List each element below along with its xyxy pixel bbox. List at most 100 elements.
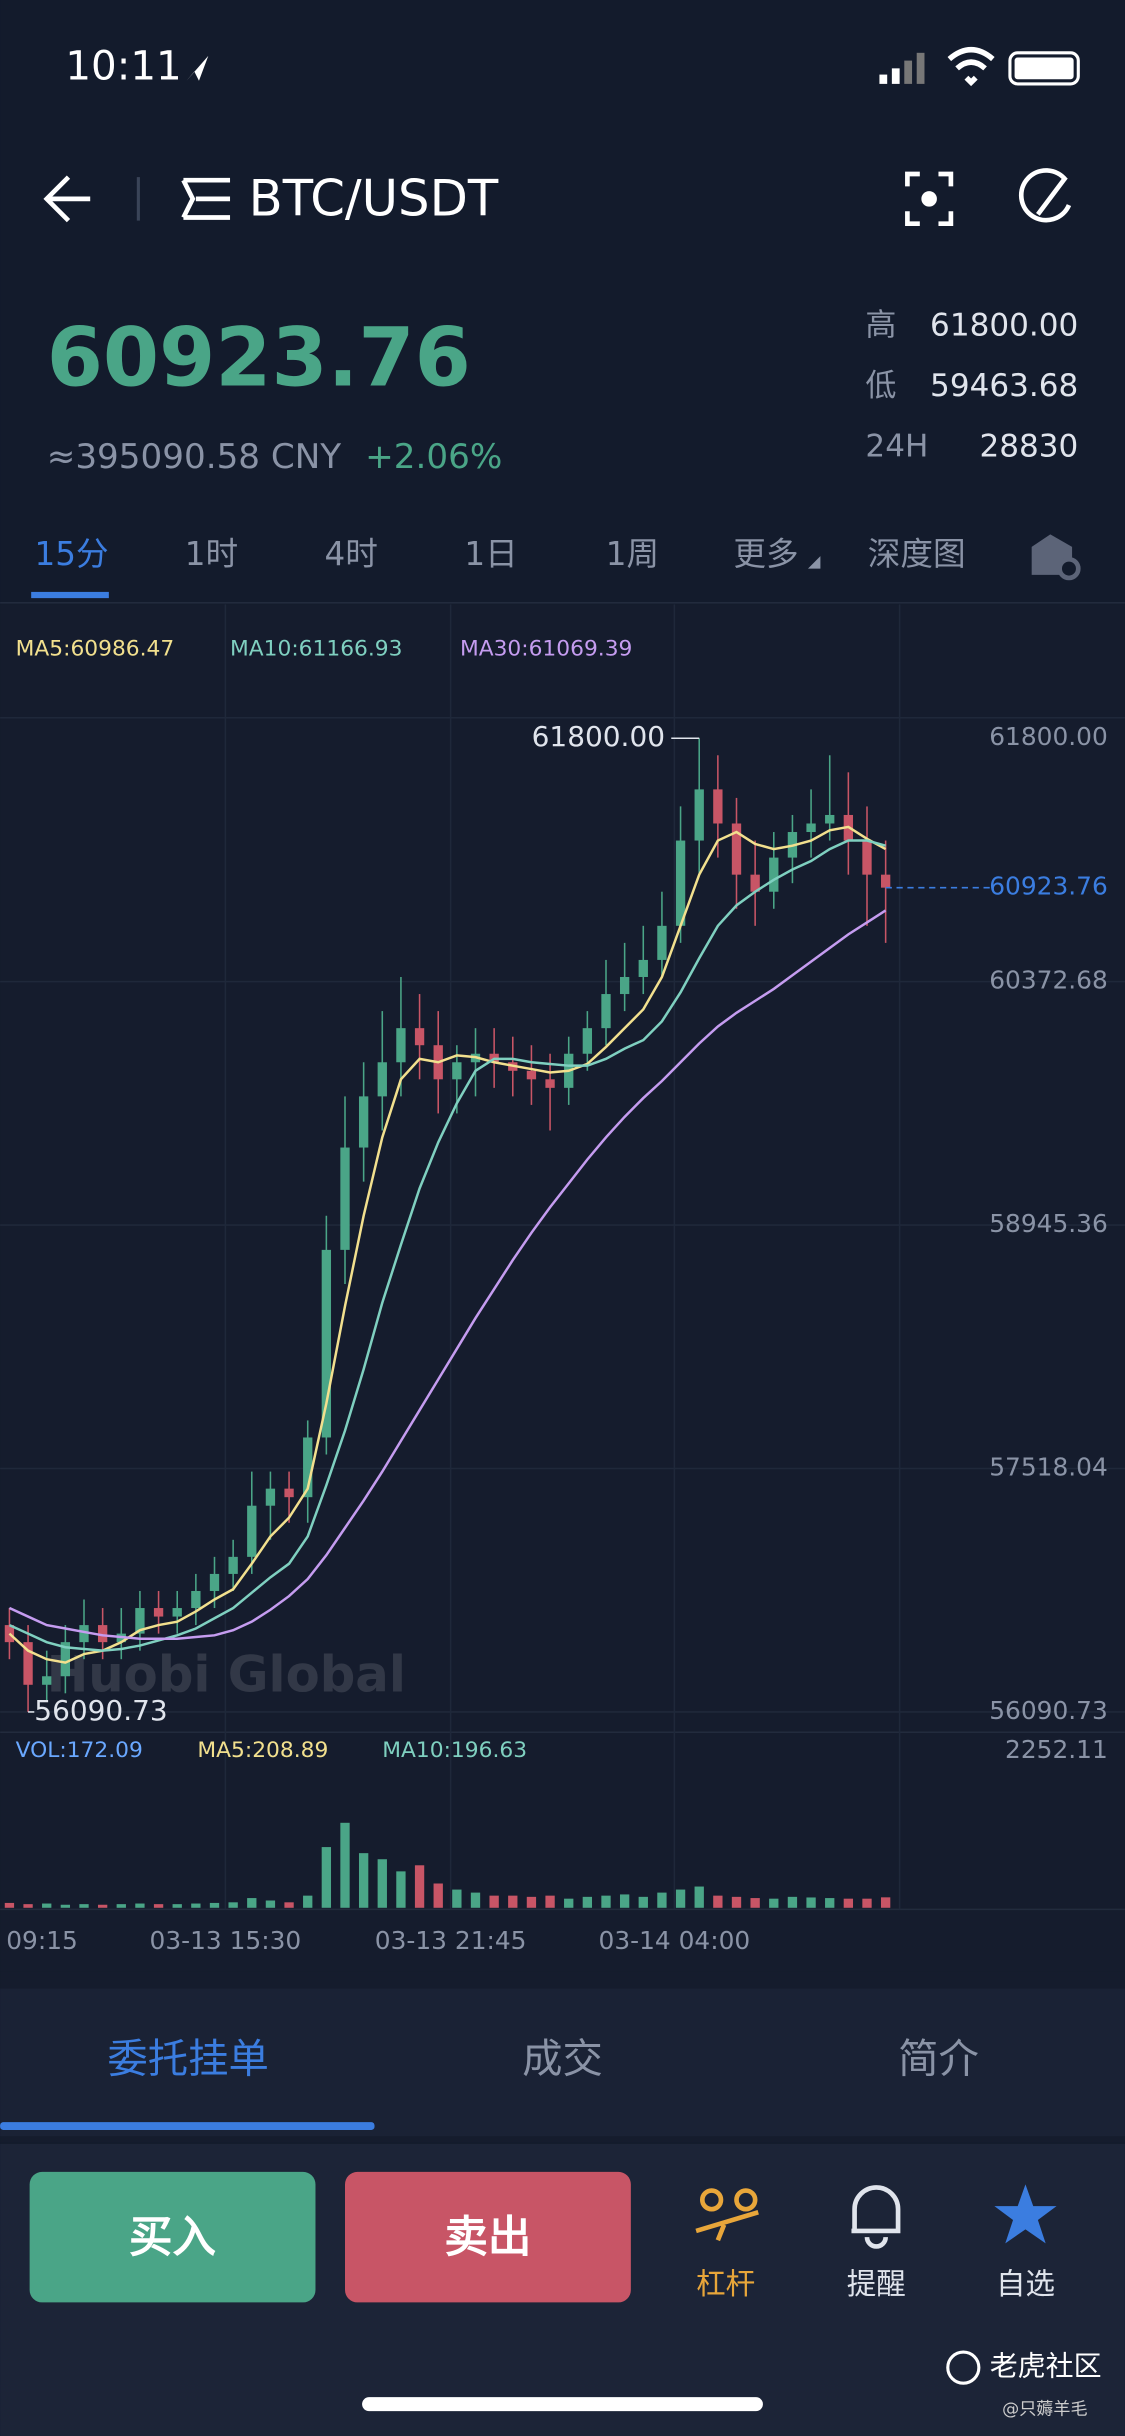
interval-tab[interactable]: 15分 <box>35 535 109 573</box>
volume-bar <box>191 1903 201 1908</box>
volume-bar <box>135 1903 145 1908</box>
volume-bar <box>97 1904 108 1908</box>
volume-bar <box>284 1902 294 1908</box>
bottom-tab[interactable]: 委托挂单 <box>107 2036 268 2083</box>
ma-label: MA30:61069.39 <box>460 636 632 661</box>
volume-bar <box>508 1895 518 1908</box>
volume-bar <box>247 1898 257 1908</box>
footer-handle: @只薅羊毛 <box>1002 2400 1087 2420</box>
location-icon <box>186 55 209 81</box>
interval-tab[interactable]: 深度图 <box>868 535 966 573</box>
volume-bar <box>619 1894 630 1908</box>
candle-body <box>377 1062 387 1097</box>
volume-bar <box>769 1898 779 1908</box>
candle-body <box>172 1608 182 1617</box>
volume-bar <box>489 1895 499 1908</box>
ma-line <box>8 839 886 1652</box>
candle-body <box>247 1505 257 1557</box>
battery-level <box>1014 57 1074 80</box>
tab-indicator <box>31 591 109 599</box>
candle-body <box>340 1147 350 1250</box>
candle-body <box>135 1608 145 1634</box>
leverage-icon[interactable] <box>695 2188 759 2242</box>
candle-body <box>825 814 835 824</box>
favorite-icon[interactable] <box>994 2184 1057 2244</box>
back-button[interactable] <box>43 175 91 223</box>
volume-bar <box>470 1892 481 1908</box>
ma-label: MA5:60986.47 <box>16 636 175 661</box>
cny-price: ≈395090.58 CNY <box>47 437 342 477</box>
candle-body <box>153 1608 164 1617</box>
bottom-tab[interactable]: 成交 <box>522 2036 603 2083</box>
buy-label: 买入 <box>129 2213 216 2263</box>
volume-bar <box>23 1904 33 1908</box>
menu-icon[interactable] <box>181 177 231 220</box>
candle-body <box>750 874 760 892</box>
candle-body <box>638 959 648 977</box>
sell-label: 卖出 <box>444 2213 531 2263</box>
candle-body <box>657 925 667 960</box>
stat-value: 59463.68 <box>930 368 1078 404</box>
candle-body <box>303 1437 313 1498</box>
candle-body <box>452 1062 462 1080</box>
x-tick-label: 03-13 15:30 <box>150 1926 302 1955</box>
stat-label: 低 <box>865 368 896 404</box>
volume-bar <box>564 1898 574 1908</box>
bottom-tab[interactable]: 简介 <box>898 2036 979 2083</box>
action-label: 提醒 <box>847 2267 906 2301</box>
candle-body <box>358 1096 369 1148</box>
volume-bar <box>675 1889 686 1908</box>
vol-label: MA10:196.63 <box>382 1738 527 1763</box>
action-label: 自选 <box>996 2267 1055 2301</box>
volume-bar <box>303 1895 313 1908</box>
candle-body <box>97 1625 108 1643</box>
y-tick-label: 58945.36 <box>989 1209 1108 1238</box>
interval-tab[interactable]: 1时 <box>185 535 238 573</box>
candle-body <box>713 789 723 824</box>
settings-gear <box>1057 556 1081 581</box>
interval-tab[interactable]: 更多 <box>733 535 798 573</box>
screenshot-button[interactable] <box>905 171 954 227</box>
stat-label: 高 <box>865 307 896 343</box>
watermark: Huobi Global <box>47 1645 406 1703</box>
y-tick-label: 61800.00 <box>989 722 1108 751</box>
volume-bar <box>843 1898 854 1908</box>
current-price-label: 60923.76 <box>989 872 1108 901</box>
bottom-tab-indicator <box>0 2122 375 2130</box>
interval-tab[interactable]: 1日 <box>464 535 517 573</box>
volume-bar <box>396 1871 406 1908</box>
volume-bar <box>153 1904 164 1908</box>
interval-tab[interactable]: 4时 <box>325 535 378 573</box>
brand-logo <box>946 2350 981 2385</box>
volume-bar <box>79 1904 89 1908</box>
status-time: 10:11 <box>65 42 181 89</box>
stat-value: 28830 <box>979 428 1078 464</box>
volume-bar <box>209 1902 220 1908</box>
candle-body <box>545 1079 555 1088</box>
sell-button[interactable] <box>345 2171 631 2303</box>
volume-bar <box>321 1847 332 1908</box>
volume-bar <box>825 1898 835 1908</box>
candle-body <box>414 1028 425 1046</box>
share-button[interactable] <box>1018 168 1072 223</box>
alert-icon[interactable] <box>851 2185 901 2249</box>
candle-body <box>806 823 816 833</box>
candle-body <box>60 1642 71 1677</box>
volume-bar <box>694 1886 704 1908</box>
y-tick-label: 57518.04 <box>989 1453 1108 1482</box>
candle-body <box>284 1488 294 1498</box>
volume-bar <box>116 1904 126 1908</box>
candle-body <box>265 1488 276 1506</box>
buy-button[interactable] <box>29 2171 316 2303</box>
candle-body <box>42 1676 52 1685</box>
volume-bar <box>880 1897 891 1908</box>
y-tick-label: 60372.68 <box>989 966 1108 995</box>
ma-line <box>8 825 887 1664</box>
candle-body <box>769 857 779 892</box>
candle-body <box>862 840 872 875</box>
x-tick-label: 03-13 21:45 <box>375 1926 527 1955</box>
interval-tab[interactable]: 1周 <box>606 535 659 573</box>
candle-body <box>619 976 630 995</box>
stat-label: 24H <box>865 428 928 464</box>
